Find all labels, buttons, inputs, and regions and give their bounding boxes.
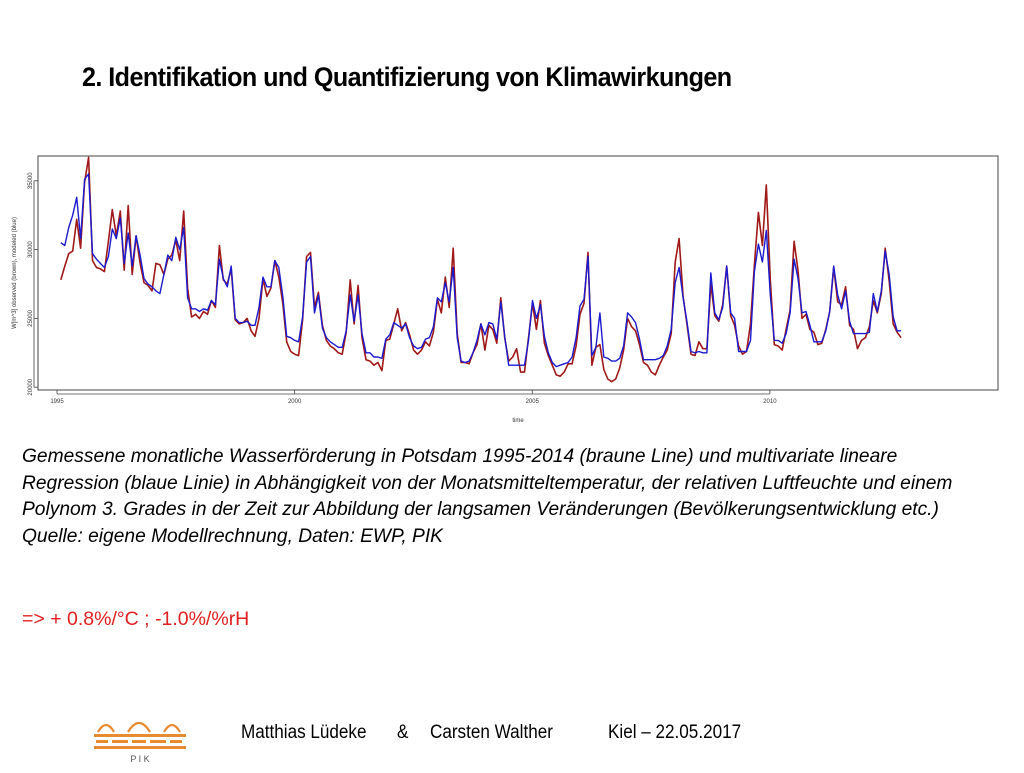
x-tick-label: 2010 (763, 399, 777, 405)
footer-ampersand: & (397, 722, 409, 743)
pik-logo-icon: P I K (94, 721, 186, 764)
axes: 1995 2000 2005 2010 20000 25000 30000 35000 (28, 172, 777, 405)
y-tick-label: 30000 (28, 241, 34, 258)
y-tick-label: 20000 (28, 378, 34, 395)
x-tick-label: 1995 (50, 399, 64, 405)
chart: 1995 2000 2005 2010 20000 25000 30000 35000 W[m… (0, 140, 1024, 430)
footer-author-2: Carsten Walther (430, 722, 553, 743)
line-chart: 1995 2000 2005 2010 20000 25000 30000 35000 W[m… (12, 155, 999, 424)
x-tick-label: 2005 (526, 399, 540, 405)
plot-frame (37, 155, 999, 391)
modeled-series-line (60, 173, 902, 368)
observed-series-line (60, 156, 902, 383)
y-axis-label: W[m^3] observed (brown), modeled (blue) (12, 217, 18, 329)
pik-logo: P I K (90, 712, 190, 768)
sensitivity-formula: => + 0.8%/°C ; -1.0%/%rH (22, 608, 250, 630)
y-tick-label: 35000 (28, 172, 34, 189)
pik-logo-text: P I K (130, 754, 149, 764)
figure-caption: Gemessene monatliche Wasserförderung in … (22, 446, 953, 547)
series-lines (60, 156, 902, 383)
slide-title: 2. Identifikation und Quantifizierung vo… (82, 62, 732, 92)
y-tick-label: 25000 (28, 309, 34, 326)
footer-author-1: Matthias Lüdeke (241, 722, 367, 743)
x-axis-label: time (512, 418, 524, 424)
x-tick-label: 2000 (288, 399, 302, 405)
footer-place-date: Kiel – 22.05.2017 (608, 722, 742, 743)
